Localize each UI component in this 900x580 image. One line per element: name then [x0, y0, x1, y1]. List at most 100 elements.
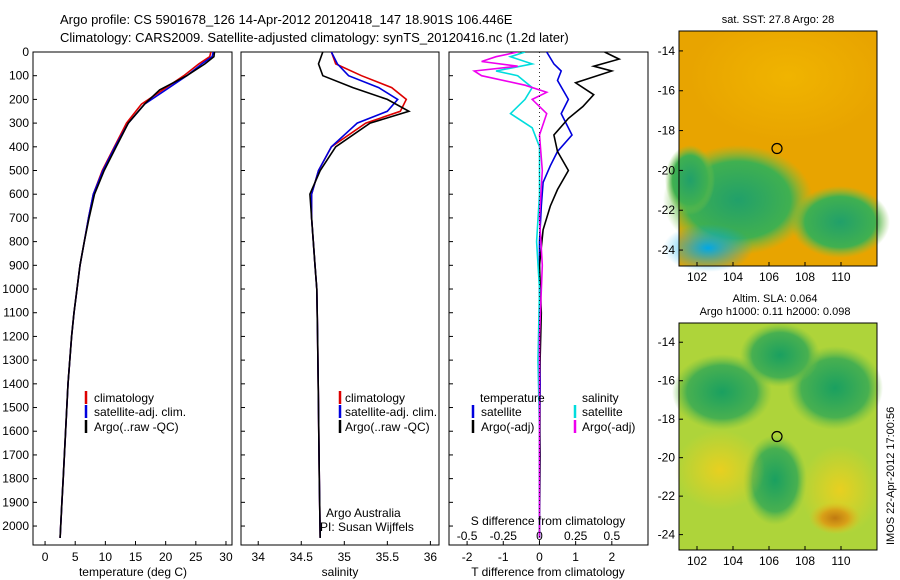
sla-map-frame	[678, 322, 878, 551]
difference-xlabel: T difference from climatology	[471, 565, 625, 579]
map-lat-label: -22	[658, 489, 676, 503]
map-lat-label: -20	[658, 451, 676, 465]
salinity-axis: 34 34.5 35 35.5 36	[241, 51, 438, 564]
x-tick-label: 34	[252, 550, 266, 564]
map-lat-label: -14	[658, 335, 676, 349]
map-lat-label: -22	[658, 203, 676, 217]
depth-tick-label: 1500	[2, 401, 29, 415]
depth-tick-label: 1600	[2, 424, 29, 438]
header-line-1: Argo profile: CS 5901678_126 14-Apr-2012…	[60, 12, 513, 27]
x-tick-label: 1	[572, 550, 579, 564]
map-lon-label: 102	[687, 270, 707, 284]
legend-argo: Argo(..raw -QC)	[94, 420, 179, 434]
difference-x2label: S difference from climatology	[471, 514, 626, 528]
legend-temperature-title: temperature	[480, 391, 545, 405]
map-lat-label: -18	[658, 412, 676, 426]
salinity-series	[309, 52, 411, 538]
x-tick-label: -1	[498, 550, 509, 564]
series-line-salinity-argo-adj-	[471, 52, 549, 538]
sst-map-axis: 102 104 106 108 110 -14 -16 -18 -20 -22 -24	[658, 44, 851, 284]
x-tick-label: 25	[189, 550, 203, 564]
sla-argo-location-marker	[771, 430, 783, 443]
credit-line-1: Argo Australia	[326, 506, 401, 520]
salinity-plot-frame	[240, 51, 440, 546]
map-lat-label: -24	[658, 243, 676, 257]
x-tick-label: 0	[42, 550, 49, 564]
legend-climatology: climatology	[94, 391, 154, 405]
sst-cold-region	[663, 224, 753, 272]
map-lon-label: 102	[687, 554, 707, 568]
depth-tick-label: 2000	[2, 519, 29, 533]
depth-tick-label: 500	[9, 164, 29, 178]
legend-temp-argo: Argo(-adj)	[481, 420, 534, 434]
legend-temp-satellite: satellite	[481, 405, 522, 419]
depth-tick-label: 200	[9, 92, 29, 106]
depth-tick-label: 900	[9, 258, 29, 272]
depth-tick-label: 800	[9, 235, 29, 249]
sla-peak-region	[809, 502, 861, 534]
map-lon-label: 104	[723, 270, 743, 284]
depth-tick-label: 1300	[2, 353, 29, 367]
x-tick-label: 20	[159, 550, 173, 564]
depth-tick-label: 400	[9, 140, 29, 154]
sst-map	[663, 30, 890, 272]
x-tick-label: 34.5	[290, 550, 314, 564]
x-tick-label: 36	[424, 550, 438, 564]
sla-map-axis: 102 104 106 108 110 -14 -16 -18 -20 -22 -24	[658, 335, 851, 568]
legend-sal-argo: Argo(-adj)	[582, 420, 635, 434]
legend-satellite: satellite-adj. clim.	[345, 405, 437, 419]
map-lat-label: -16	[658, 374, 676, 388]
map-lon-label: 104	[723, 554, 743, 568]
sla-map	[672, 322, 883, 551]
depth-tick-label: 100	[9, 69, 29, 83]
sla-map-title-2: Argo h1000: 0.11 h2000: 0.098	[700, 306, 851, 318]
x-tick-label: 30	[219, 550, 233, 564]
map-lat-label: -20	[658, 163, 676, 177]
imos-timestamp: IMOS 22-Apr-2012 17:00:56	[885, 407, 897, 545]
map-lat-label: -24	[658, 528, 676, 542]
map-lon-label: 106	[759, 554, 779, 568]
series-line-argo-raw-qc-	[59, 52, 216, 538]
sst-argo-location-marker	[771, 142, 783, 155]
s-tick-label: -0.25	[490, 529, 518, 543]
map-lat-label: -14	[658, 44, 676, 58]
x-tick-label: 0	[536, 550, 543, 564]
map-lon-label: 106	[759, 270, 779, 284]
x-tick-label: 5	[72, 550, 79, 564]
depth-tick-label: 1100	[3, 306, 29, 320]
sst-cool-region-east	[790, 186, 890, 258]
temperature-legend: climatology satellite-adj. clim. Argo(..…	[84, 391, 186, 434]
depth-tick-label: 0	[22, 45, 29, 59]
x-tick-label: 2	[608, 550, 615, 564]
map-lat-label: -16	[658, 84, 676, 98]
legend-climatology: climatology	[345, 391, 405, 405]
sla-high-region-west	[675, 430, 765, 510]
depth-tick-label: 1200	[2, 329, 29, 343]
temperature-series	[59, 52, 216, 538]
series-line-salinity-satellite	[495, 52, 541, 538]
legend-argo: Argo(..raw -QC)	[345, 420, 430, 434]
x-tick-label: 15	[129, 550, 143, 564]
x-tick-label: -2	[462, 550, 473, 564]
temperature-axis: 0100200300400500600700800900100011001200…	[2, 45, 233, 564]
series-line-temperature-argo-adj-	[538, 52, 622, 538]
depth-tick-label: 1400	[2, 377, 29, 391]
map-lon-label: 108	[795, 270, 815, 284]
difference-plot-frame	[448, 51, 649, 546]
sst-cool-region-west	[665, 145, 715, 215]
x-tick-label: 35.5	[376, 550, 400, 564]
credit-line-2: PI: Susan Wijffels	[320, 520, 414, 534]
x-tick-label: 35	[338, 550, 352, 564]
salinity-xlabel: salinity	[322, 565, 359, 579]
map-lon-label: 108	[795, 554, 815, 568]
depth-tick-label: 1900	[2, 495, 29, 509]
sla-low-region-north	[740, 323, 820, 387]
legend-salinity-title: salinity	[582, 391, 619, 405]
x-tick-label: 10	[99, 550, 113, 564]
depth-tick-label: 1700	[2, 448, 29, 462]
sst-warm-region	[679, 31, 877, 161]
sla-map-title-1: Altim. SLA: 0.064	[733, 293, 818, 305]
series-line-argo-raw-qc-	[309, 52, 411, 538]
sst-map-title: sat. SST: 27.8 Argo: 28	[722, 14, 835, 26]
